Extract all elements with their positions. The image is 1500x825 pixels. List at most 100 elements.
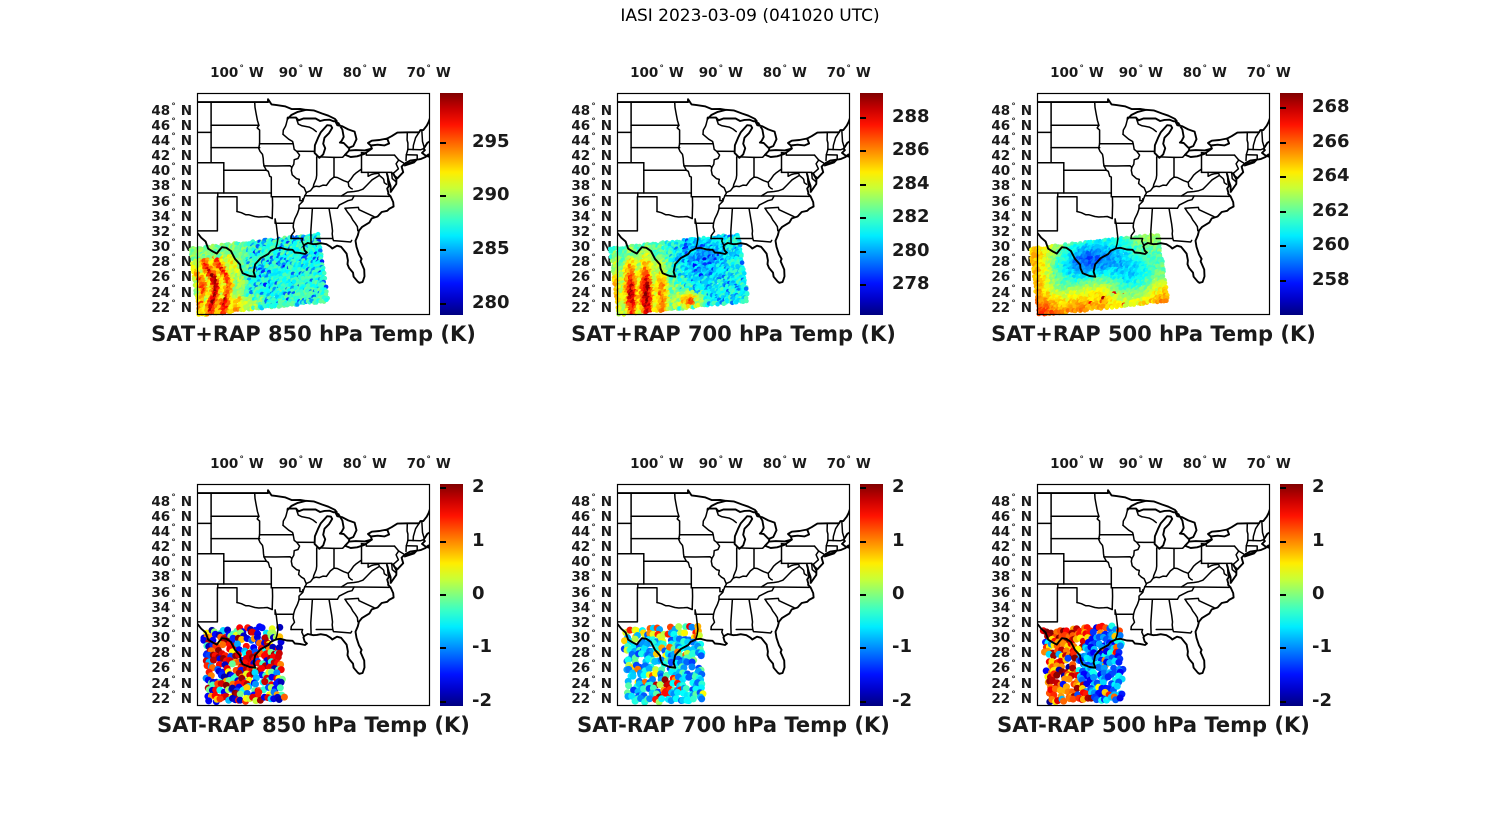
lat-tick-unit: N [1020,239,1032,256]
lat-tick-value: 26 [151,660,171,677]
colorbar-tick [860,117,866,120]
lat-tick-label: 22° N [980,690,1032,707]
colorbar-tick [440,594,446,596]
lat-tick-unit: N [1020,690,1032,707]
colorbar-tick-label: 266 [1312,130,1350,152]
panel-title: SAT+RAP 700 hPa Temp (K) [571,322,896,346]
lat-tick-unit: N [180,208,192,225]
colorbar-tick-label: 278 [892,272,930,294]
lat-tick-unit: N [600,523,612,540]
lat-tick-unit: N [1020,675,1032,692]
lat-tick-unit: N [1020,584,1032,601]
degree-symbol: ° [1011,101,1016,112]
lat-tick-label: 22° N [140,690,192,707]
lat-tick-label: 26° N [140,268,192,285]
degree-symbol: ° [171,507,176,518]
lat-tick-label: 44° N [140,132,192,149]
lat-tick-label: 46° N [980,117,1032,134]
colorbar-tick-label: 1 [1312,529,1325,551]
lat-tick-unit: N [1020,208,1032,225]
lat-tick-unit: N [180,117,192,134]
lat-tick-value: 28 [151,254,171,271]
lat-tick-label: 24° N [560,675,612,692]
lat-tick-label: 32° N [980,614,1032,631]
lat-tick-label: 48° N [980,102,1032,119]
degree-symbol: ° [1011,116,1016,127]
lat-tick-label: 28° N [560,644,612,661]
degree-symbol: ° [1079,64,1084,74]
colorbar-tick [860,647,866,650]
colorbar-tick [1280,176,1286,179]
lon-tick-unit: W [1211,65,1227,81]
colorbar [1280,93,1303,315]
state-boundaries [617,98,850,284]
colorbar-tick [1280,594,1286,596]
state-boundaries [617,489,850,675]
state-boundaries [197,98,430,284]
lat-tick-value: 28 [571,254,591,271]
lat-tick-unit: N [600,675,612,692]
colorbar-tick [860,283,866,286]
lat-tick-label: 28° N [560,253,612,270]
lat-tick-value: 42 [991,539,1011,556]
lon-tick-label: 100° W [622,455,692,472]
lat-tick-unit: N [180,508,192,525]
degree-symbol: ° [1011,598,1016,609]
degree-symbol: ° [1011,644,1016,655]
degree-symbol: ° [171,177,176,188]
lat-tick-unit: N [180,269,192,286]
lat-tick-unit: N [180,148,192,165]
degree-symbol: ° [591,659,596,670]
lat-tick-unit: N [1020,614,1032,631]
lat-tick-value: 24 [151,675,171,692]
colorbar-tick-label: 1 [472,529,485,551]
degree-symbol: ° [1011,522,1016,533]
lat-tick-unit: N [600,599,612,616]
lat-tick-value: 44 [151,132,171,149]
colorbar-tick-label: 0 [892,583,905,604]
lat-tick-value: 30 [151,239,171,256]
lat-tick-label: 40° N [980,162,1032,179]
lat-tick-unit: N [180,539,192,556]
lat-tick-label: 46° N [140,117,192,134]
lat-tick-label: 26° N [980,659,1032,676]
lat-tick-label: 32° N [980,223,1032,240]
lat-tick-label: 22° N [560,690,612,707]
lon-tick-label: 90° W [1106,455,1176,472]
degree-symbol: ° [591,147,596,158]
lon-tick-unit: W [1148,65,1163,81]
lat-tick-label: 30° N [980,238,1032,255]
degree-symbol: ° [171,101,176,112]
lat-tick-unit: N [180,584,192,601]
lon-tick-unit: W [435,456,451,472]
degree-symbol: ° [1011,568,1016,579]
degree-symbol: ° [1011,192,1016,203]
lat-tick-value: 26 [991,269,1011,286]
degree-symbol: ° [591,598,596,609]
lat-tick-label: 36° N [980,193,1032,210]
lat-tick-value: 48 [151,493,171,510]
degree-symbol: ° [659,455,664,465]
lat-tick-value: 28 [151,645,171,662]
degree-symbol: ° [591,568,596,579]
lon-tick-value: 90 [1118,456,1138,472]
lat-tick-unit: N [600,254,612,271]
degree-symbol: ° [591,522,596,533]
map-frame [1036,92,1271,316]
degree-symbol: ° [1079,455,1084,465]
colorbar-tick [860,700,866,703]
degree-symbol: ° [298,64,304,74]
figure-title: IASI 2023-03-09 (041020 UTC) [620,6,880,26]
lat-tick-value: 44 [991,132,1011,149]
lon-tick-label: 80° W [750,455,820,472]
lat-tick-label: 24° N [560,284,612,301]
lat-tick-value: 36 [991,584,1011,601]
lat-tick-unit: N [1020,269,1032,286]
degree-symbol: ° [1011,298,1016,309]
lat-tick-unit: N [1020,554,1032,571]
lat-tick-unit: N [1020,493,1032,510]
lat-tick-unit: N [180,645,192,662]
lat-tick-label: 36° N [980,584,1032,601]
degree-symbol: ° [171,222,176,233]
lat-tick-label: 32° N [560,223,612,240]
